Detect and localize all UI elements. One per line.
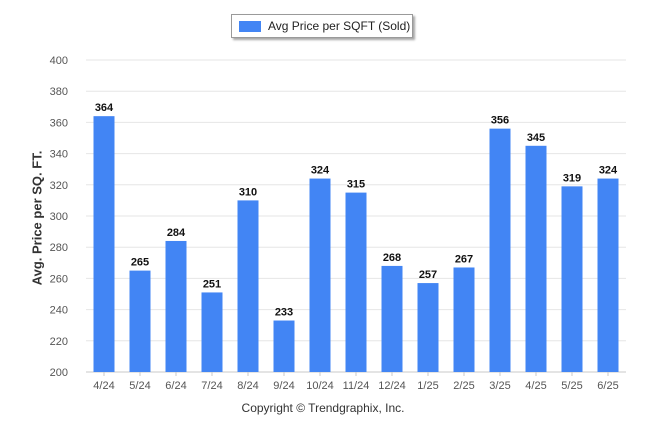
y-tick-label: 240 bbox=[50, 305, 68, 317]
data-label: 319 bbox=[563, 172, 581, 184]
bar bbox=[561, 186, 583, 372]
bar bbox=[489, 128, 511, 372]
bar bbox=[417, 283, 439, 372]
data-label: 315 bbox=[347, 179, 365, 191]
bar bbox=[273, 320, 295, 372]
x-tick-label: 1/25 bbox=[417, 380, 438, 392]
x-tick-label: 9/24 bbox=[273, 380, 294, 392]
y-tick-label: 320 bbox=[50, 180, 68, 192]
data-label: 233 bbox=[275, 307, 293, 319]
data-label: 267 bbox=[455, 253, 473, 265]
y-tick-label: 360 bbox=[50, 117, 68, 129]
x-tick-label: 4/24 bbox=[93, 380, 114, 392]
bar bbox=[525, 145, 547, 372]
data-label: 345 bbox=[527, 132, 545, 144]
x-tick-label: 8/24 bbox=[237, 380, 258, 392]
y-tick-label: 380 bbox=[50, 86, 68, 98]
y-tick-label: 200 bbox=[50, 367, 68, 379]
bar bbox=[93, 116, 115, 372]
bar bbox=[597, 178, 619, 372]
data-label: 265 bbox=[131, 257, 149, 269]
x-tick-label: 4/25 bbox=[525, 380, 546, 392]
x-tick-label: 12/24 bbox=[378, 380, 406, 392]
y-tick-label: 340 bbox=[50, 149, 68, 161]
data-label: 251 bbox=[203, 278, 221, 290]
copyright-footer: Copyright © Trendgraphix, Inc. bbox=[241, 401, 405, 415]
x-tick-label: 5/24 bbox=[129, 380, 150, 392]
data-label: 284 bbox=[167, 227, 186, 239]
x-tick-label: 10/24 bbox=[306, 380, 334, 392]
y-tick-label: 280 bbox=[50, 242, 68, 254]
x-tick-label: 7/24 bbox=[201, 380, 222, 392]
bar bbox=[345, 192, 367, 372]
y-tick-label: 220 bbox=[50, 336, 68, 348]
data-label: 310 bbox=[239, 186, 257, 198]
chart-legend[interactable]: Avg Price per SQFT (Sold) bbox=[231, 14, 413, 38]
x-tick-label: 6/24 bbox=[165, 380, 186, 392]
bar bbox=[381, 265, 403, 372]
legend-swatch bbox=[239, 21, 261, 32]
bar bbox=[201, 292, 223, 372]
bar bbox=[237, 200, 259, 372]
y-tick-label: 260 bbox=[50, 273, 68, 285]
x-tick-label: 2/25 bbox=[453, 380, 474, 392]
y-axis-label: Avg. Price per SQ. FT. bbox=[29, 150, 45, 286]
bar bbox=[165, 240, 187, 372]
data-label: 257 bbox=[419, 269, 437, 281]
data-label: 268 bbox=[383, 252, 401, 264]
data-label: 364 bbox=[95, 102, 114, 114]
bar bbox=[129, 270, 151, 372]
x-tick-label: 6/25 bbox=[597, 380, 618, 392]
data-label: 356 bbox=[491, 115, 509, 127]
bar bbox=[453, 267, 475, 372]
legend-label: Avg Price per SQFT (Sold) bbox=[268, 19, 411, 33]
data-label: 324 bbox=[311, 165, 330, 177]
bar bbox=[309, 178, 331, 372]
x-tick-label: 11/24 bbox=[343, 380, 370, 392]
data-label: 324 bbox=[599, 165, 618, 177]
y-tick-label: 400 bbox=[50, 55, 68, 67]
x-tick-label: 3/25 bbox=[489, 380, 510, 392]
x-tick-label: 5/25 bbox=[561, 380, 582, 392]
y-tick-label: 300 bbox=[50, 211, 68, 223]
